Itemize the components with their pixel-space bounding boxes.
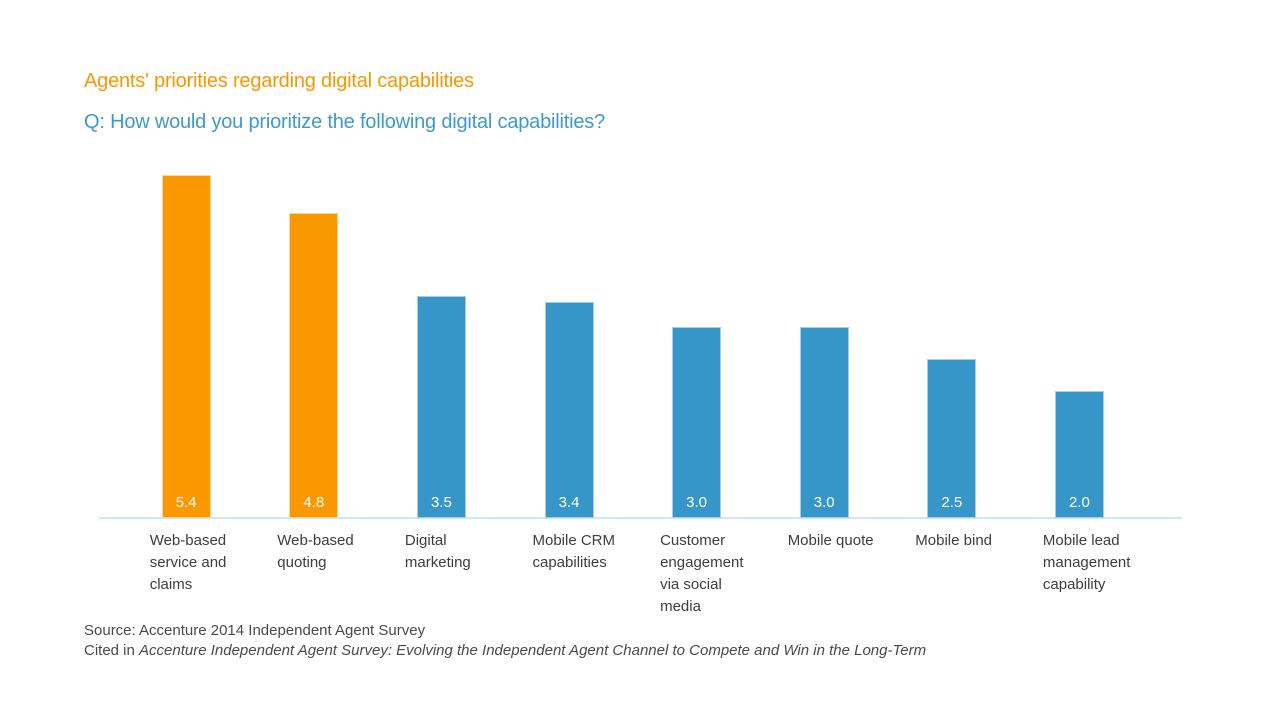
chart-title: Agents' priorities regarding digital cap… (84, 70, 474, 92)
bar-chart: 5.4 Web-based service and claims 4.8 Web-ba… (99, 175, 1182, 615)
bar: 3.0 (672, 327, 722, 518)
bar: 5.4 (161, 175, 211, 518)
bar-value-label: 5.4 (175, 494, 197, 511)
bar-value-label: 4.8 (303, 494, 325, 511)
bar-category-label: Customer engagement via social media (660, 532, 744, 615)
bar-value-label: 2.0 (1068, 494, 1090, 511)
bar-category-label: Mobile bind (915, 532, 993, 549)
source-line-2: Cited in Accenture Independent Agent Sur… (84, 641, 926, 661)
bar: 3.4 (544, 302, 594, 518)
source-line-1: Source: Accenture 2014 Independent Agent… (84, 622, 426, 639)
bar: 3.5 (416, 296, 466, 518)
bar-category-label: Web-based quoting (277, 532, 354, 571)
bar: 3.0 (799, 327, 849, 518)
bar-value-label: 3.5 (430, 494, 452, 511)
source-line-2-citation: Accenture Independent Agent Survey: Evol… (139, 642, 927, 659)
bar-category-label: Mobile quote (787, 532, 874, 549)
source-line-2-prefix: Cited in (84, 642, 140, 659)
bar-value-label: 2.5 (941, 494, 963, 511)
bar-category-label: Mobile lead management capability (1042, 532, 1131, 593)
chart-question-subtitle: Q: How would you prioritize the followin… (84, 111, 606, 133)
x-axis-line (99, 517, 1182, 519)
bar-value-label: 3.0 (813, 494, 835, 511)
bar-value-label: 3.4 (558, 494, 580, 511)
bar-value-label: 3.0 (686, 494, 708, 511)
bar-category-label: Web-based service and claims (149, 532, 227, 593)
source-note: Source: Accenture 2014 Independent Agent… (84, 621, 926, 661)
bar: 4.8 (289, 213, 339, 518)
bar-category-label: Digital marketing (404, 532, 471, 571)
bar-category-label: Mobile CRM capabilities (532, 532, 616, 571)
bar: 2.5 (927, 359, 977, 518)
bar: 2.0 (1054, 391, 1104, 518)
